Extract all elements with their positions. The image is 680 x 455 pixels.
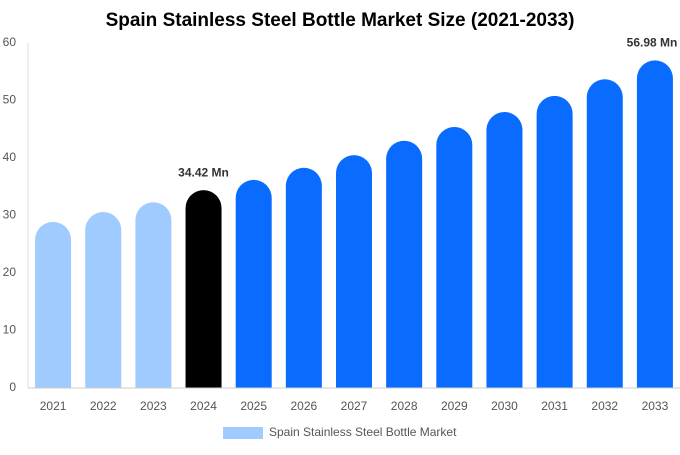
x-tick-label: 2025 bbox=[240, 399, 267, 413]
y-tick-label: 0 bbox=[9, 380, 16, 394]
bar bbox=[235, 179, 272, 388]
y-tick-label: 40 bbox=[3, 150, 17, 164]
x-tick-label: 2032 bbox=[591, 399, 618, 413]
x-tick-label: 2033 bbox=[642, 399, 669, 413]
data-label: 34.42 Mn bbox=[178, 165, 229, 179]
x-tick-label: 2022 bbox=[90, 399, 117, 413]
bar bbox=[135, 202, 172, 388]
x-tick-label: 2021 bbox=[40, 399, 67, 413]
x-tick-label: 2027 bbox=[341, 399, 368, 413]
x-tick-label: 2024 bbox=[190, 399, 217, 413]
bar bbox=[85, 212, 122, 388]
x-tick-label: 2030 bbox=[491, 399, 518, 413]
data-label: 56.98 Mn bbox=[627, 36, 678, 50]
bar bbox=[636, 60, 673, 389]
y-tick-label: 50 bbox=[3, 93, 17, 107]
bar bbox=[586, 79, 623, 388]
x-tick-label: 2031 bbox=[541, 399, 568, 413]
x-tick-label: 2023 bbox=[140, 399, 167, 413]
y-tick-label: 20 bbox=[3, 265, 17, 279]
y-tick-label: 30 bbox=[3, 208, 17, 222]
bar bbox=[35, 221, 72, 388]
bar bbox=[536, 95, 573, 389]
x-tick-label: 2028 bbox=[391, 399, 418, 413]
x-tick-label: 2026 bbox=[290, 399, 317, 413]
bar bbox=[386, 140, 423, 388]
y-tick-label: 60 bbox=[3, 35, 17, 49]
legend-swatch bbox=[223, 427, 263, 439]
bar bbox=[436, 126, 473, 389]
bar bbox=[336, 155, 372, 388]
legend-label: Spain Stainless Steel Bottle Market bbox=[269, 425, 457, 439]
x-tick-label: 2029 bbox=[441, 399, 468, 413]
y-tick-label: 10 bbox=[3, 323, 17, 337]
bar bbox=[185, 190, 222, 388]
chart-title: Spain Stainless Steel Bottle Market Size… bbox=[106, 10, 575, 31]
bar bbox=[486, 112, 523, 388]
bar bbox=[285, 167, 322, 388]
